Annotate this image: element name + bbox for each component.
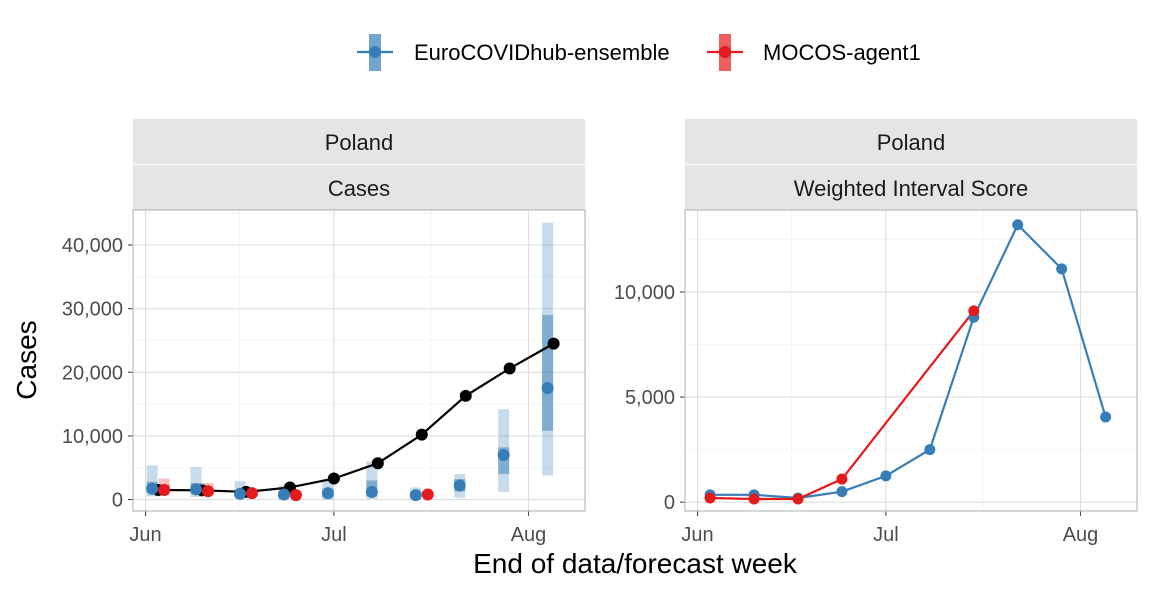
observed-line [158, 342, 555, 494]
x-tick-label: Jul [321, 524, 347, 546]
forecast-median-point [246, 487, 258, 500]
observed-point [371, 457, 384, 470]
forecast-median-point [365, 485, 378, 498]
y-axis-title: Cases [11, 320, 42, 399]
observed-point [459, 389, 472, 402]
observed-point [415, 428, 428, 441]
forecast-median-point [158, 484, 171, 496]
wis-panel: Jun Jul Aug 0 5,000 10,000 [614, 209, 1138, 546]
forecast-outer-band [190, 467, 202, 497]
forecast-median-point [421, 488, 434, 501]
wis-panel-border [684, 209, 1138, 512]
left-strip-location-label: Poland [325, 130, 394, 155]
x-tick-label: Jun [129, 524, 161, 546]
right-panel-strips: Poland Weighted Interval Score [685, 119, 1137, 210]
right-strip-metric [685, 165, 1137, 210]
wis-point [924, 444, 936, 456]
forecast-outer-band [146, 465, 158, 497]
y-tick-label: 40,000 [62, 235, 123, 257]
wis-point [1056, 263, 1068, 275]
y-tick-label: 0 [664, 492, 675, 514]
x-tick-label: Aug [1063, 524, 1099, 546]
forecast-outer-band [366, 461, 378, 499]
y-tick-label: 30,000 [62, 299, 123, 321]
legend-ensemble-label: EuroCOVIDhub-ensemble [414, 40, 670, 65]
wis-point [704, 492, 716, 504]
y-tick-label: 20,000 [62, 362, 123, 384]
forecast-median-point [541, 382, 554, 395]
y-tick-label: 10,000 [62, 426, 123, 448]
wis-line [710, 310, 975, 501]
legend-item-ensemble: EuroCOVIDhub-ensemble [357, 34, 670, 71]
observed-point [503, 362, 516, 375]
forecast-median-point [497, 449, 510, 461]
wis-point [792, 493, 804, 505]
forecast-median-point [289, 489, 302, 502]
left-strip-metric [133, 165, 585, 210]
cases-panel: Jun Jul Aug 0 10,000 20,000 30,000 40,000 [62, 209, 586, 546]
y-tick-label: 10,000 [614, 282, 675, 304]
x-axis-title: End of data/forecast week [473, 548, 798, 579]
cases-panel-border [132, 209, 586, 512]
forecast-median-point [234, 487, 246, 500]
left-panel-strips: Poland Cases [133, 119, 585, 210]
legend-mocos-point-key [719, 46, 731, 58]
legend-ensemble-point-key [369, 46, 381, 58]
forecast-median-point [146, 482, 159, 495]
x-tick-label: Jun [681, 524, 713, 546]
wis-point [968, 305, 980, 317]
forecast-median-point [202, 485, 215, 498]
right-strip-metric-label: Weighted Interval Score [794, 176, 1028, 201]
forecast-median-point [190, 483, 203, 496]
forecast-median-point [277, 488, 290, 501]
legend-mocos-label: MOCOS-agent1 [763, 40, 921, 65]
forecast-median-point [453, 479, 466, 492]
forecast-median-point [409, 489, 422, 502]
y-tick-label: 5,000 [625, 387, 675, 409]
wis-point [1012, 219, 1024, 231]
right-strip-location [685, 119, 1137, 164]
legend-item-mocos: MOCOS-agent1 [707, 34, 921, 71]
forecast-inner-band [542, 315, 554, 431]
x-tick-label: Jul [873, 524, 899, 546]
forecast-median-point [321, 487, 334, 500]
right-strip-location-label: Poland [877, 130, 946, 155]
left-strip-location [133, 119, 585, 164]
legend: EuroCOVIDhub-ensemble MOCOS-agent1 [357, 34, 921, 71]
observed-point [327, 472, 340, 485]
x-tick-label: Aug [511, 524, 547, 546]
left-strip-metric-label: Cases [328, 176, 390, 201]
observed-point [547, 337, 560, 350]
wis-point [748, 493, 760, 505]
y-tick-label: 0 [112, 490, 123, 512]
wis-point [1100, 411, 1112, 423]
wis-point [880, 470, 892, 482]
wis-line [710, 222, 1107, 500]
wis-point [836, 473, 848, 485]
wis-point [836, 486, 848, 498]
